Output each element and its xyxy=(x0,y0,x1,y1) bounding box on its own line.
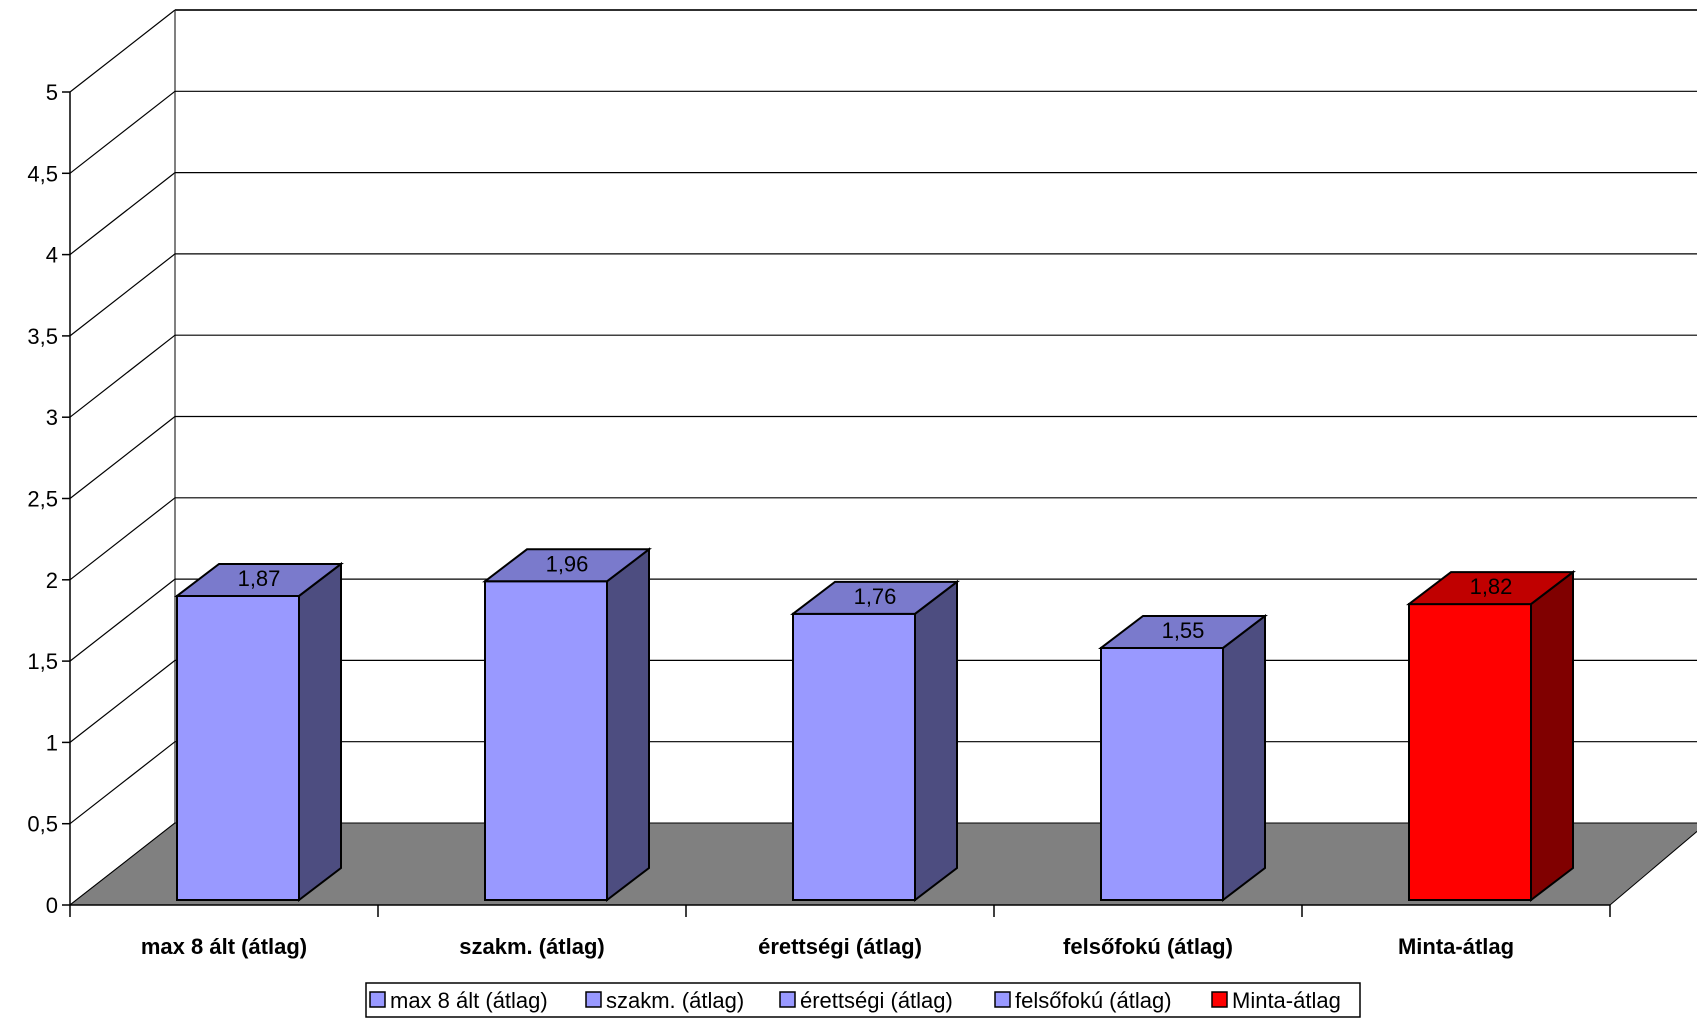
legend-label: érettségi (átlag) xyxy=(800,988,953,1013)
legend-label: Minta-átlag xyxy=(1232,988,1341,1013)
legend-swatch xyxy=(369,991,386,1008)
x-category-label: Minta-átlag xyxy=(1398,934,1514,959)
gridline-side-3 xyxy=(69,578,176,662)
y-tick-label: 1,5 xyxy=(27,649,58,674)
bar-front-face xyxy=(176,594,300,901)
bar-top-face xyxy=(1406,571,1576,606)
bar-side-face xyxy=(1222,613,1266,903)
legend-swatch xyxy=(779,991,796,1008)
data-label: 1,82 xyxy=(1470,574,1513,599)
y-tick-label: 4 xyxy=(46,243,58,268)
y-tick-label: 3,5 xyxy=(27,324,58,349)
data-label: 1,55 xyxy=(1162,618,1205,643)
bar-front-face xyxy=(792,612,916,901)
y-tick-label: 2 xyxy=(46,568,58,593)
gridline-side-8 xyxy=(69,172,176,256)
bar-top-face xyxy=(1098,614,1268,649)
y-tick-label: 1 xyxy=(46,730,58,755)
y-tick-label: 2,5 xyxy=(27,487,58,512)
legend-box xyxy=(365,982,1361,1018)
x-category-label: felsőfokú (átlag) xyxy=(1063,934,1233,959)
data-label: 1,76 xyxy=(854,584,897,609)
gridline-side-1 xyxy=(69,741,176,825)
gridline-side-2 xyxy=(69,659,176,743)
x-category-label: szakm. (átlag) xyxy=(459,934,605,959)
gridline-side-7 xyxy=(69,253,176,337)
bar-4 xyxy=(1406,570,1576,903)
y-axis: 0 0,5 1 1,5 2 2,5 3 3,5 4 4,5 5 xyxy=(27,80,71,918)
y-tick-label: 0,5 xyxy=(27,812,58,837)
y-tick-label: 0 xyxy=(46,893,58,918)
legend-swatch xyxy=(585,991,602,1008)
gridline-side-10 xyxy=(69,9,176,93)
legend-label: max 8 ált (átlag) xyxy=(390,988,548,1013)
bar-front-face xyxy=(484,580,608,902)
legend: max 8 ált (átlag) szakm. (átlag) érettségi… xyxy=(365,982,1361,1018)
bar-side-face xyxy=(1530,570,1574,903)
bar-0 xyxy=(174,561,344,903)
gridline-side-9 xyxy=(69,90,176,174)
y-tick-label: 5 xyxy=(46,80,58,105)
legend-swatch xyxy=(994,991,1011,1008)
bar-3 xyxy=(1098,613,1268,903)
x-category-label: max 8 ált (átlag) xyxy=(141,934,307,959)
data-labels: 1,87 1,96 1,76 1,55 1,82 xyxy=(238,551,1513,643)
data-label: 1,87 xyxy=(238,566,281,591)
bar-top-face xyxy=(482,548,652,583)
bar-front-face xyxy=(1100,646,1224,901)
gridline-side-5 xyxy=(69,416,176,499)
legend-label: szakm. (átlag) xyxy=(606,988,744,1013)
gridline-side-6 xyxy=(69,334,176,418)
x-category-label: érettségi (átlag) xyxy=(758,934,922,959)
y-tick-label: 3 xyxy=(46,405,58,430)
gridline-side-4 xyxy=(69,497,176,581)
y-tick-label: 4,5 xyxy=(27,161,58,186)
legend-label: felsőfokú (átlag) xyxy=(1015,988,1172,1013)
bars xyxy=(174,547,1576,903)
data-label: 1,96 xyxy=(546,551,589,576)
bar-side-face xyxy=(914,579,958,903)
legend-swatch xyxy=(1211,991,1228,1008)
bar-2 xyxy=(790,579,960,903)
bar-top-face xyxy=(790,580,960,615)
x-axis: max 8 ált (átlag) szakm. (átlag) érettségi… xyxy=(69,904,1611,959)
bar-top-face xyxy=(174,562,344,597)
bar-side-face xyxy=(606,547,650,903)
bar-1 xyxy=(482,547,652,903)
bar-side-face xyxy=(298,561,342,903)
bar-front-face xyxy=(1408,603,1532,901)
